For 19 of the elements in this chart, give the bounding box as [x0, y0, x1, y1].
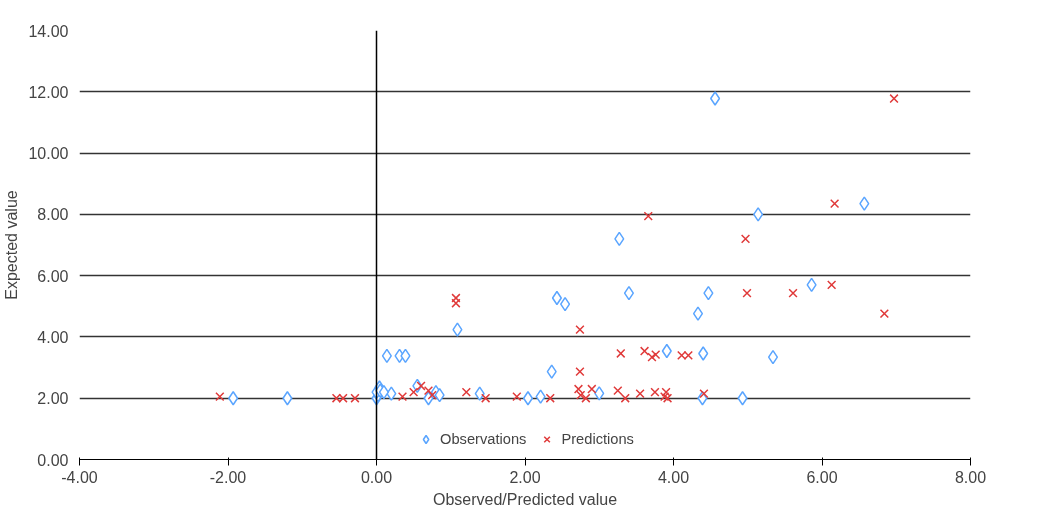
x-tick-label: 0.00 [360, 468, 393, 486]
x-tick-label: 8.00 [954, 468, 987, 486]
y-tick-label: 0.00 [37, 451, 69, 469]
x-axis-title: Observed/Predicted value [432, 490, 618, 508]
x-tick-label: 4.00 [657, 468, 690, 486]
legend-label: Predictions [561, 431, 634, 447]
x-tick-label: -4.00 [61, 468, 98, 486]
y-tick-label: 12.00 [28, 83, 69, 101]
x-tick-label: 2.00 [509, 468, 541, 486]
y-tick-label: 14.00 [28, 22, 69, 40]
y-axis-title: Expected value [3, 190, 21, 300]
x-tick-label: 6.00 [806, 468, 838, 486]
y-tick-label: 8.00 [37, 206, 69, 224]
y-tick-label: 6.00 [37, 267, 69, 285]
legend-label: Observations [440, 431, 527, 447]
x-tick-label: -2.00 [209, 468, 247, 486]
y-tick-label: 10.00 [28, 145, 69, 163]
y-tick-label: 2.00 [37, 390, 69, 408]
y-tick-label: 4.00 [37, 328, 69, 346]
